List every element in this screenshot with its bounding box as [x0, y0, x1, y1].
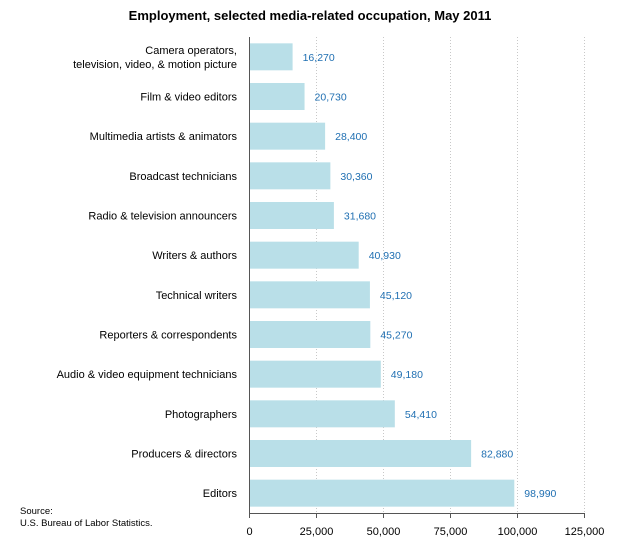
value-label: 20,730 — [315, 92, 347, 104]
bar — [249, 241, 359, 269]
category-label: Technical writers — [156, 290, 238, 302]
value-label: 16,270 — [303, 52, 335, 64]
bar — [249, 122, 326, 150]
value-label: 45,270 — [380, 330, 412, 342]
value-label: 30,360 — [340, 171, 372, 183]
bar — [249, 162, 331, 190]
value-label: 45,120 — [380, 290, 412, 302]
source-note: Source: U.S. Bureau of Labor Statistics. — [20, 506, 153, 530]
bar — [249, 202, 334, 229]
x-tick-label: 0 — [246, 526, 252, 538]
value-label: 28,400 — [335, 131, 367, 143]
x-tick-label: 75,000 — [434, 526, 468, 538]
value-label: 40,930 — [369, 250, 401, 262]
value-label: 98,990 — [524, 488, 556, 500]
bar — [249, 360, 381, 388]
category-label: Radio & television announcers — [88, 211, 237, 223]
bar — [249, 281, 370, 309]
category-label: Film & video editors — [140, 92, 237, 104]
x-tick-label: 25,000 — [300, 526, 334, 538]
x-tick-label: 50,000 — [367, 526, 401, 538]
bar — [249, 43, 293, 71]
category-label: Reporters & correspondents — [99, 330, 237, 342]
category-label: Camera operators, television, video, & mo… — [73, 45, 237, 71]
bar — [249, 479, 515, 507]
value-label: 49,180 — [391, 369, 423, 381]
x-tick-label: 125,000 — [565, 526, 605, 538]
value-label: 31,680 — [344, 211, 376, 223]
category-label: Producers & directors — [131, 449, 237, 461]
category-label: Writers & authors — [152, 250, 237, 262]
bar — [249, 400, 395, 428]
value-label: 82,880 — [481, 449, 513, 461]
bar — [249, 440, 472, 467]
x-tick-label: 100,000 — [498, 526, 538, 538]
bar — [249, 321, 371, 348]
source-label: Source: — [20, 506, 53, 517]
category-label: Photographers — [165, 409, 238, 421]
source-text: U.S. Bureau of Labor Statistics. — [20, 518, 153, 529]
bar — [249, 83, 305, 110]
category-label: Audio & video equipment technicians — [57, 369, 238, 381]
category-label: Broadcast technicians — [129, 171, 237, 183]
category-label: Multimedia artists & animators — [90, 131, 238, 143]
value-label: 54,410 — [405, 409, 437, 421]
category-label: Editors — [203, 488, 238, 500]
chart-title: Employment, selected media-related occup… — [128, 8, 492, 23]
